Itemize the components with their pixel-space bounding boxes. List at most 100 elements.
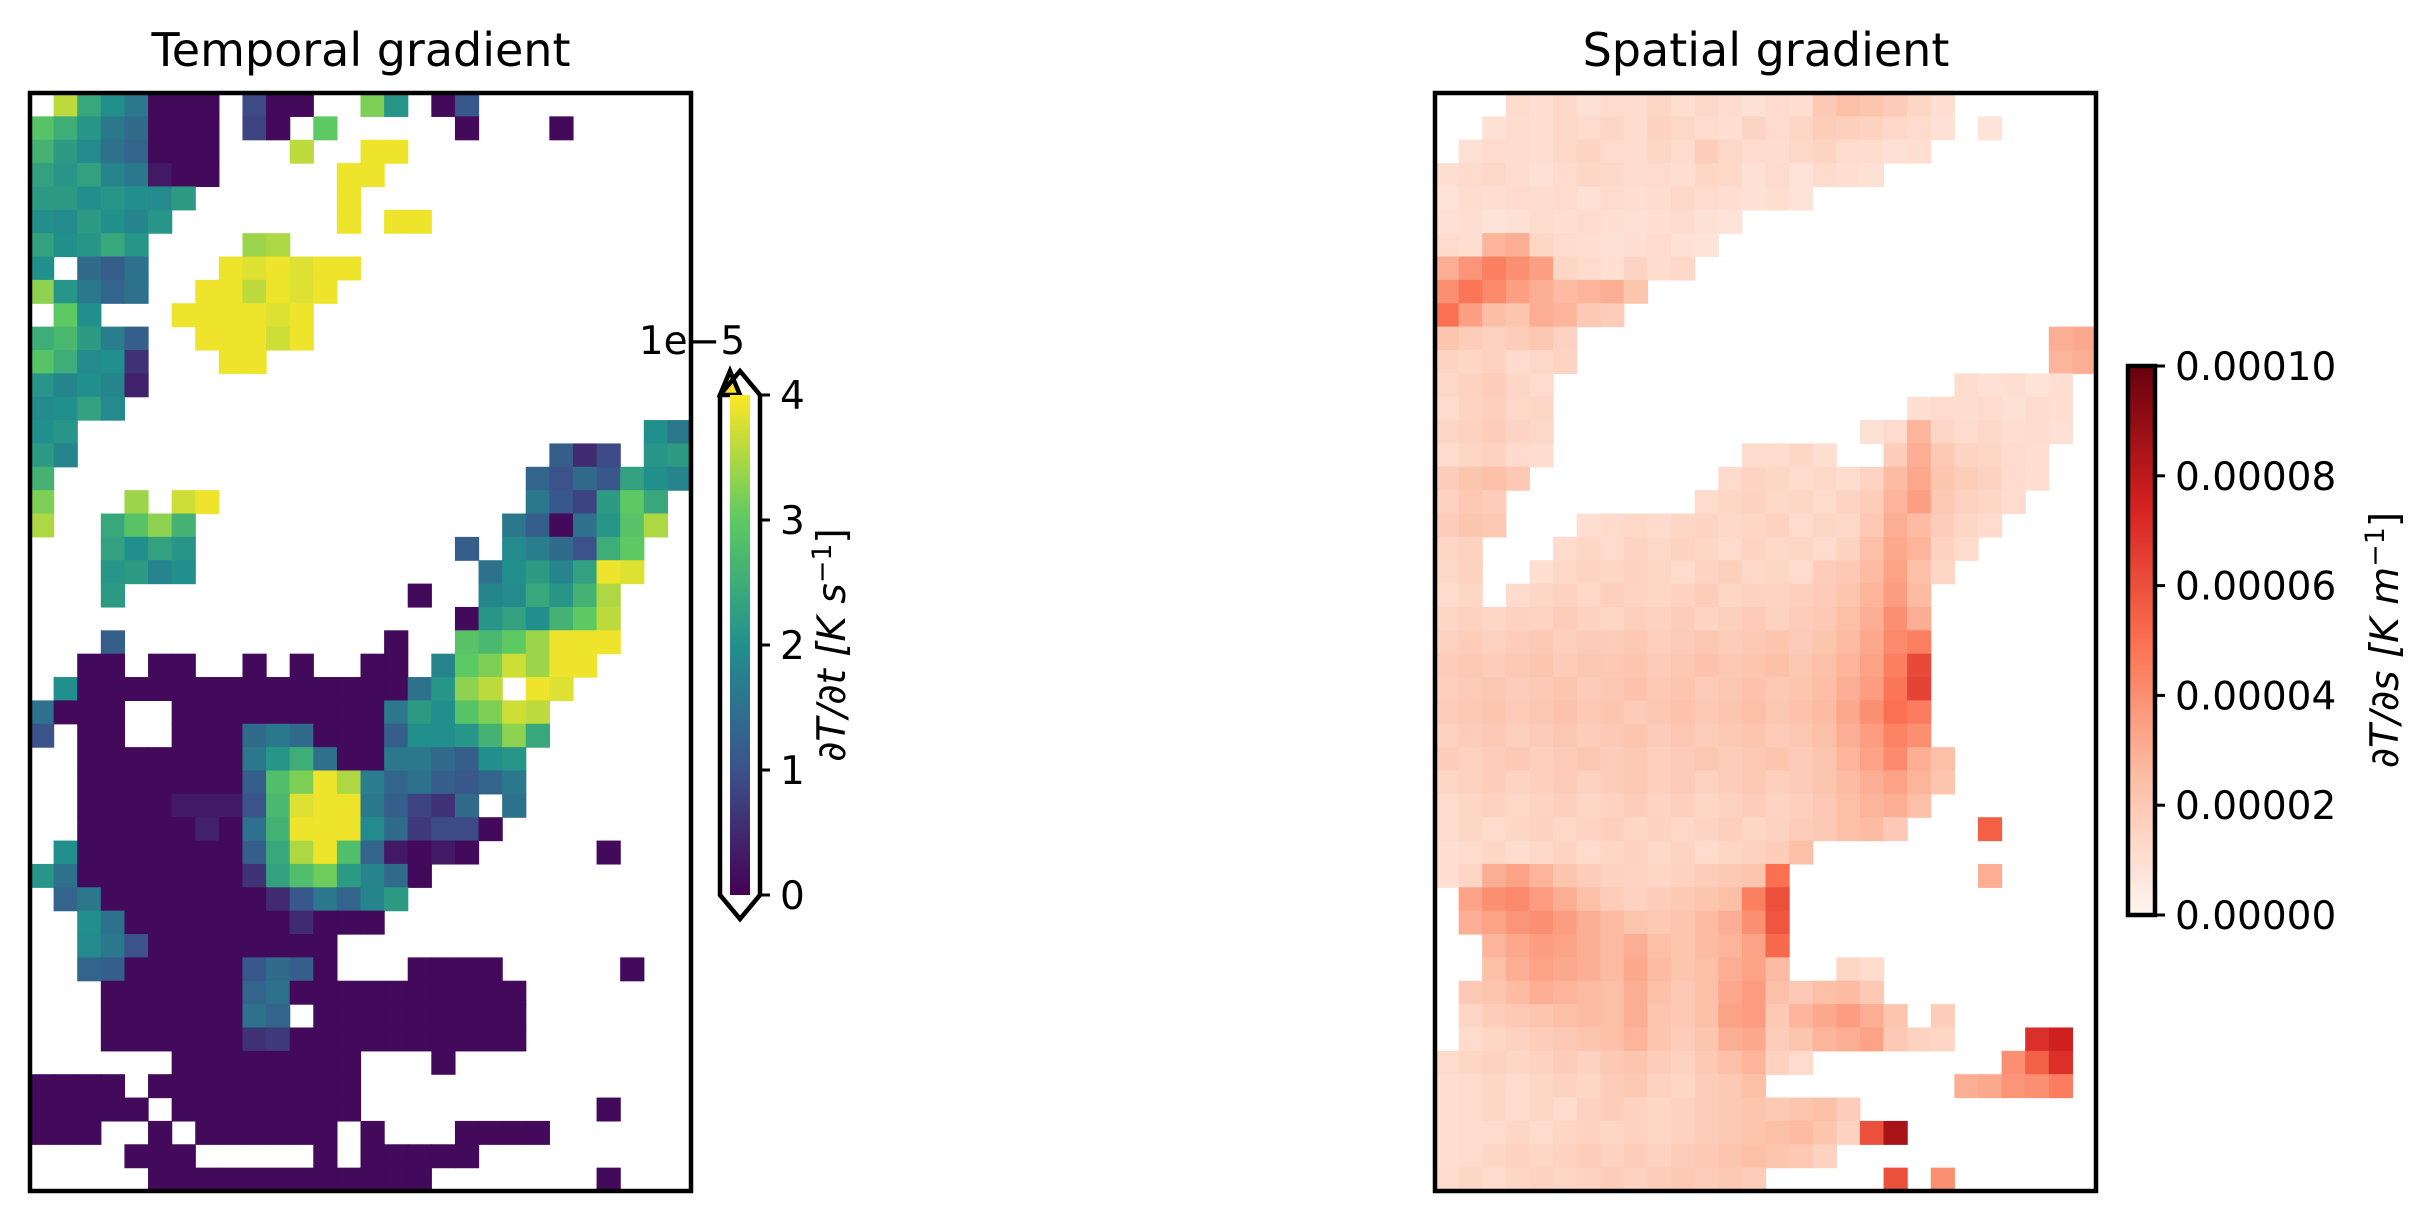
temporal-heatmap-cell: [100, 700, 126, 725]
spatial-heatmap-cell: [1576, 700, 1601, 725]
spatial-heatmap-cell: [1553, 700, 1578, 725]
spatial-colorbar-label-sup: −1: [2360, 527, 2391, 567]
temporal-heatmap-cell: [100, 1027, 126, 1052]
spatial-heatmap-cell: [1836, 677, 1861, 701]
spatial-heatmap-cell: [1458, 840, 1483, 865]
spatial-heatmap-cell: [2001, 490, 2026, 515]
temporal-heatmap-cell: [100, 583, 126, 608]
temporal-heatmap-cell: [171, 793, 196, 818]
spatial-heatmap-cell: [1435, 279, 1460, 304]
temporal-heatmap-cell: [100, 980, 126, 1005]
spatial-heatmap-cell: [1671, 1050, 1696, 1075]
spatial-heatmap-cell: [1883, 700, 1908, 725]
temporal-heatmap-cell: [266, 793, 291, 818]
spatial-heatmap-cell: [1859, 677, 1885, 701]
temporal-colorbar-label-main: ∂T/∂t [K s: [810, 583, 855, 762]
spatial-heatmap-cell: [1694, 1144, 1719, 1169]
temporal-heatmap-cell: [478, 1004, 503, 1029]
temporal-heatmap-cell: [195, 326, 220, 351]
spatial-heatmap-cell: [1529, 723, 1554, 748]
spatial-heatmap-cell: [1529, 770, 1554, 795]
spatial-heatmap-cell: [1836, 1004, 1861, 1029]
spatial-heatmap-cell: [1529, 747, 1554, 772]
spatial-heatmap-cell: [1883, 116, 1908, 141]
spatial-heatmap-cell: [1505, 1027, 1531, 1052]
temporal-heatmap-cell: [478, 653, 503, 678]
spatial-heatmap-cell: [1789, 466, 1814, 491]
spatial-heatmap-cell: [1600, 700, 1625, 725]
spatial-heatmap-cell: [1883, 536, 1908, 561]
temporal-heatmap-cell: [53, 326, 78, 351]
spatial-heatmap-cell: [1482, 1074, 1507, 1099]
spatial-heatmap-cell: [2001, 373, 2026, 398]
temporal-heatmap-cell: [313, 700, 338, 725]
spatial-heatmap-cell: [1458, 910, 1483, 935]
temporal-heatmap-cell: [336, 700, 362, 725]
temporal-heatmap-cell: [242, 840, 267, 865]
temporal-heatmap-cell: [100, 1074, 126, 1099]
spatial-heatmap-cell: [1718, 887, 1743, 912]
temporal-heatmap-cell: [171, 840, 196, 865]
spatial-heatmap-cell: [1671, 233, 1696, 258]
spatial-heatmap-cell: [1977, 396, 2003, 421]
spatial-heatmap-cell: [1718, 1074, 1743, 1099]
spatial-heatmap-cell: [1907, 700, 1932, 725]
spatial-heatmap-cell: [1529, 630, 1554, 655]
spatial-heatmap-cell: [1600, 209, 1625, 234]
spatial-heatmap-cell: [1789, 186, 1814, 211]
spatial-heatmap-cell: [1435, 863, 1460, 888]
temporal-heatmap-cell: [100, 93, 126, 117]
temporal-heatmap-cell: [148, 957, 173, 982]
temporal-heatmap-cell: [407, 700, 432, 725]
temporal-heatmap-cell: [431, 957, 456, 982]
temporal-heatmap-cell: [124, 934, 149, 958]
temporal-heatmap-cell: [478, 1027, 503, 1052]
temporal-heatmap-cell: [313, 980, 338, 1005]
temporal-heatmap-cell: [100, 396, 126, 421]
temporal-heatmap-cell: [478, 980, 503, 1005]
temporal-heatmap-cell: [148, 209, 173, 234]
spatial-heatmap-cell: [2025, 466, 2050, 491]
temporal-heatmap-cell: [242, 233, 267, 258]
spatial-heatmap-cell: [1458, 980, 1483, 1005]
temporal-heatmap-cell: [407, 863, 432, 888]
spatial-heatmap-cell: [1741, 490, 1767, 515]
spatial-heatmap-cell: [1647, 747, 1672, 772]
spatial-heatmap-cell: [1836, 513, 1861, 538]
spatial-heatmap-cell: [1883, 1027, 1908, 1052]
temporal-heatmap-cell: [313, 1120, 338, 1145]
temporal-heatmap-cell: [502, 700, 527, 725]
temporal-heatmap-cell: [289, 863, 314, 888]
spatial-heatmap-cell: [1977, 466, 2003, 491]
spatial-heatmap-cell: [1883, 653, 1908, 678]
temporal-heatmap-cell: [360, 677, 385, 701]
spatial-heatmap-cell: [1765, 653, 1790, 678]
temporal-heatmap-cell: [53, 443, 78, 468]
temporal-heatmap-cell: [148, 793, 173, 818]
temporal-heatmap-cell: [53, 396, 78, 421]
spatial-heatmap-cell: [1553, 1027, 1578, 1052]
temporal-heatmap-cell: [171, 980, 196, 1005]
temporal-heatmap-cell: [195, 279, 220, 304]
spatial-heatmap-cell: [1859, 980, 1885, 1005]
temporal-heatmap-cell: [218, 980, 244, 1005]
temporal-heatmap-cell: [195, 1004, 220, 1029]
temporal-heatmap-cell: [502, 1004, 527, 1029]
spatial-heatmap-cell: [1576, 1027, 1601, 1052]
spatial-heatmap-cell: [1718, 630, 1743, 655]
spatial-heatmap-cell: [1694, 630, 1719, 655]
temporal-heatmap-cell: [77, 957, 102, 982]
spatial-heatmap-cell: [1883, 770, 1908, 795]
temporal-heatmap-cell: [596, 630, 621, 655]
spatial-heatmap-cell: [1623, 139, 1649, 164]
temporal-heatmap-cell: [266, 747, 291, 772]
spatial-heatmap-cell: [1789, 1027, 1814, 1052]
spatial-heatmap-cell: [1529, 840, 1554, 865]
spatial-heatmap-cell: [1647, 233, 1672, 258]
spatial-heatmap-cell: [1718, 840, 1743, 865]
spatial-heatmap-cell: [1482, 747, 1507, 772]
temporal-heatmap-cell: [242, 747, 267, 772]
spatial-heatmap-cell: [1694, 163, 1719, 188]
spatial-heatmap-cell: [1883, 560, 1908, 585]
spatial-colorbar-tick-label: 0.00010: [2175, 345, 2336, 390]
